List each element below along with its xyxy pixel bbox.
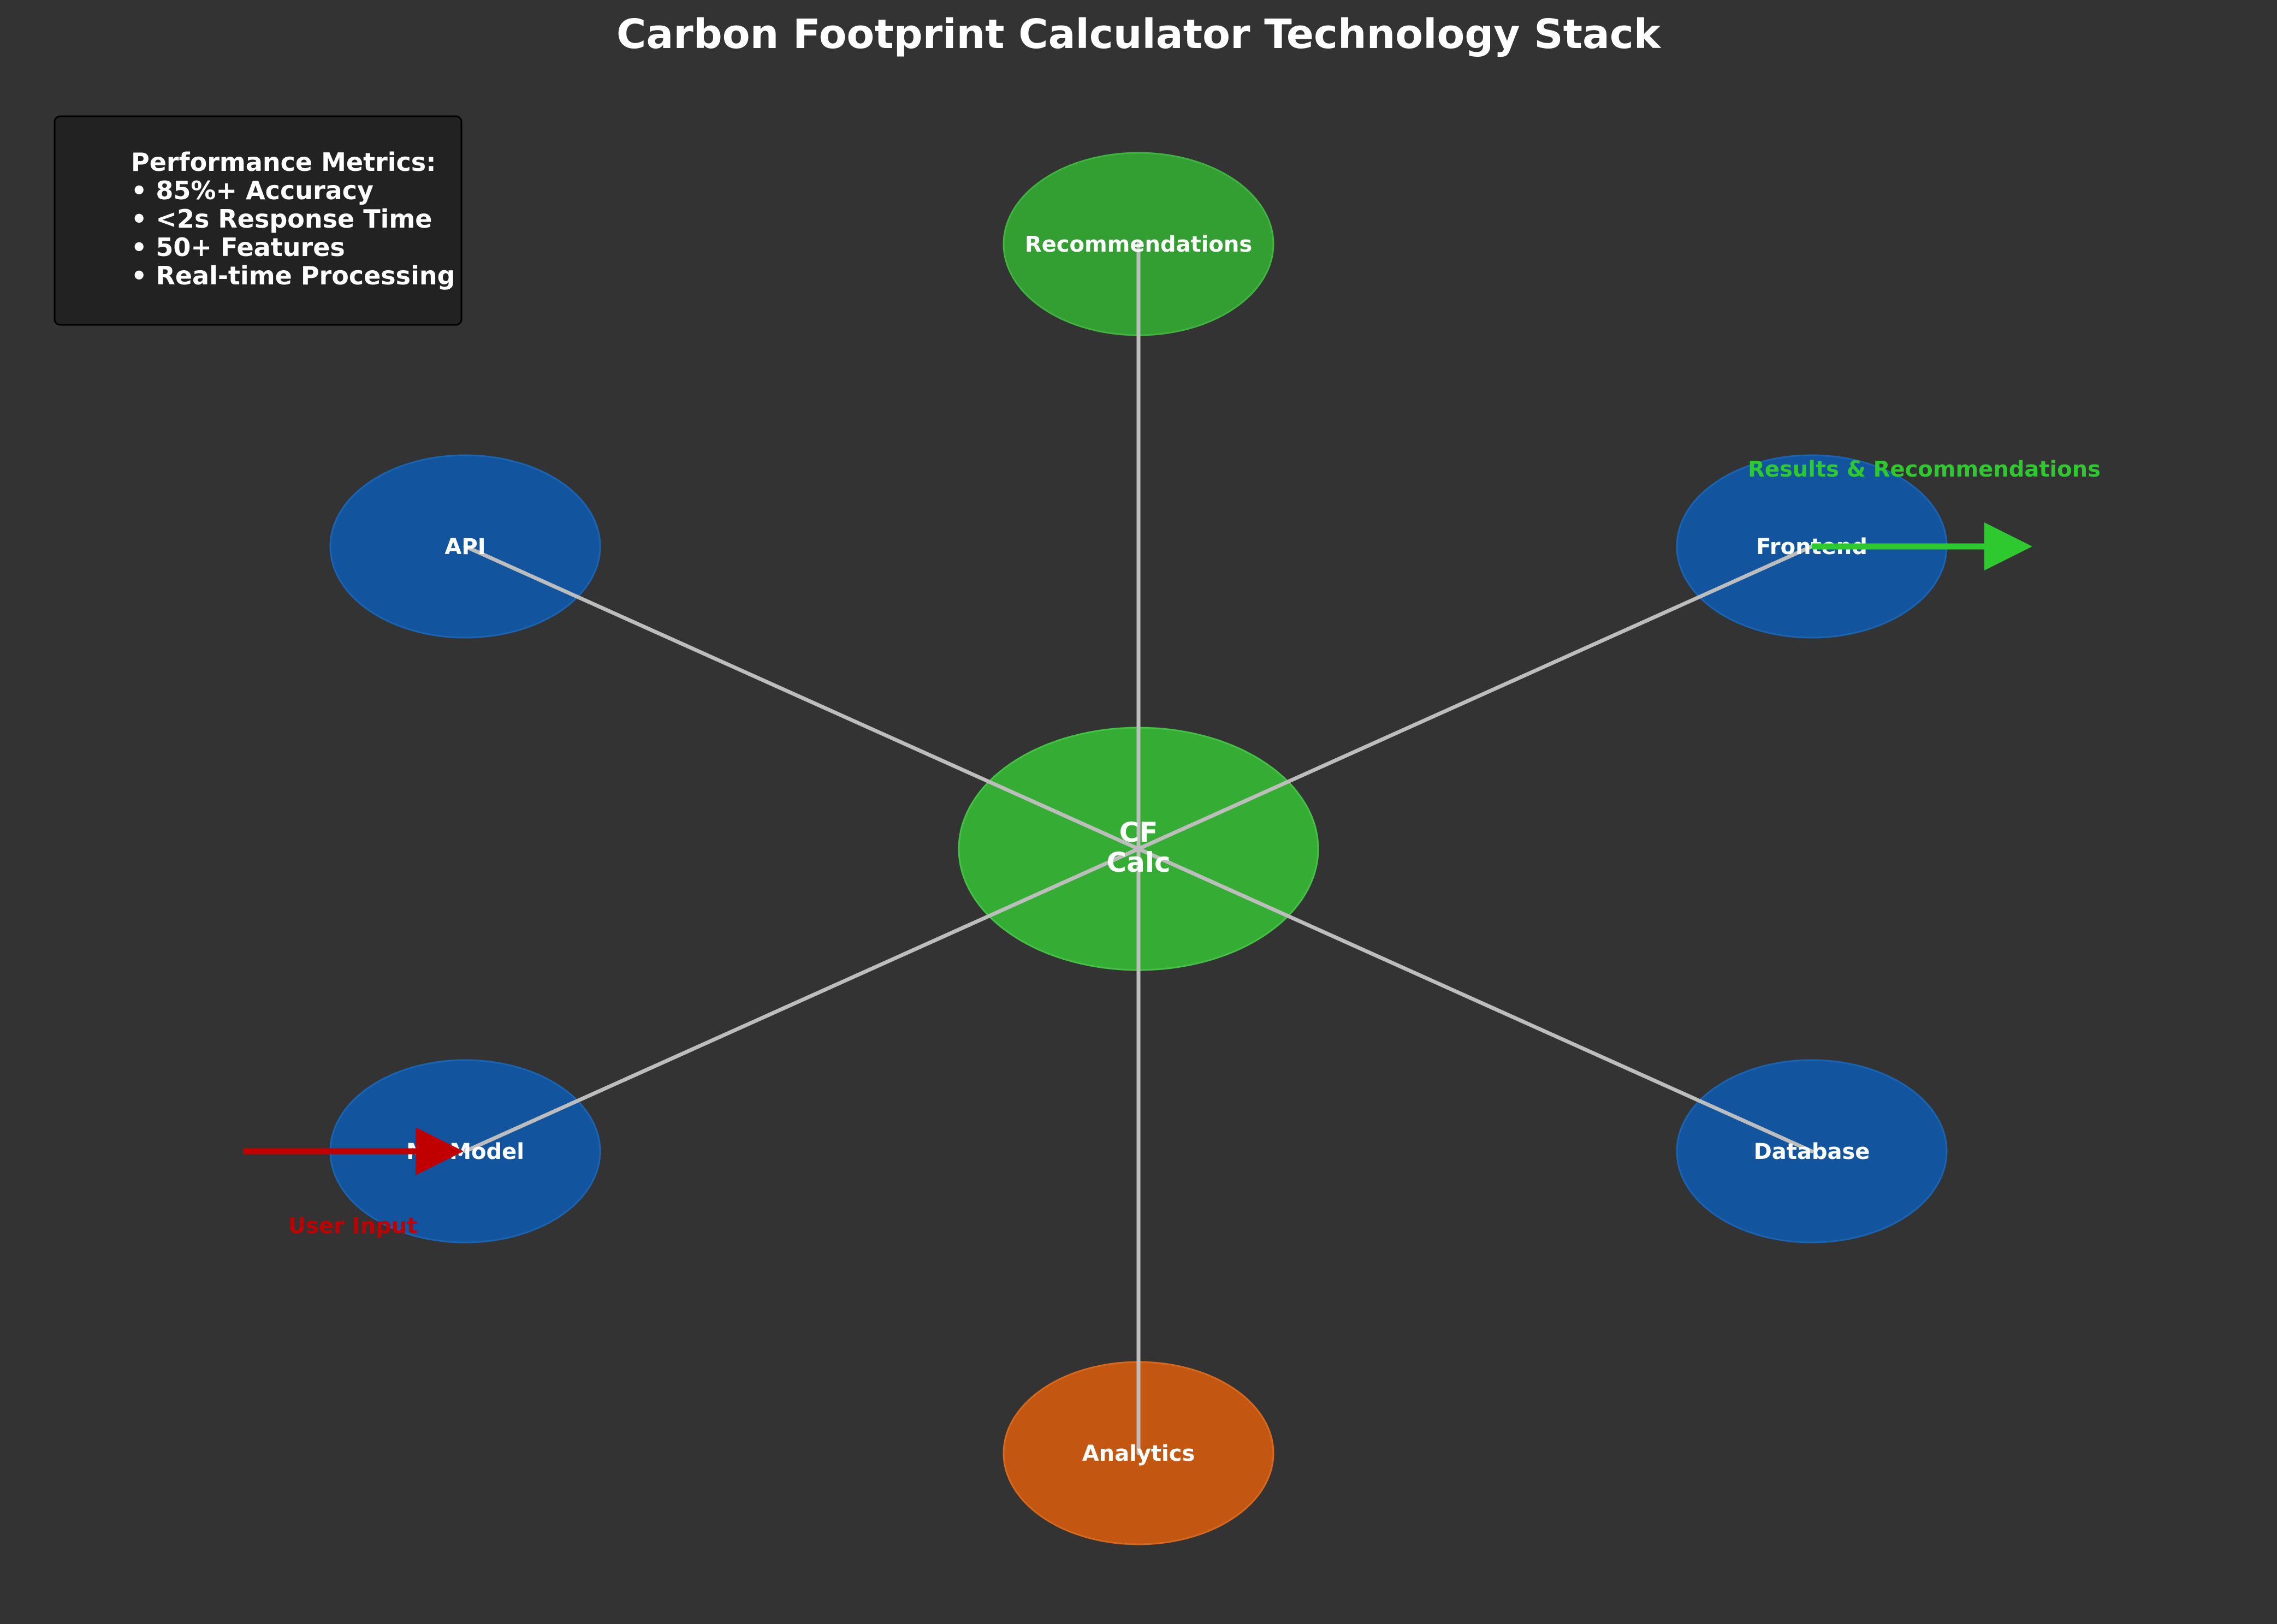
connector-database (1136, 847, 1814, 1153)
diagram-title: Carbon Footprint Calculator Technology S… (616, 11, 1662, 58)
performance-metrics-box: Performance Metrics: • 85%+ Accuracy • <… (54, 115, 462, 326)
input-flow-label: User Input (288, 1213, 418, 1239)
label-recommendations: Recommendations (1025, 232, 1252, 257)
label-api: API (444, 534, 485, 560)
label-analytics: Analytics (1082, 1441, 1195, 1466)
metrics-item-accuracy: • 85%+ Accuracy (131, 176, 373, 205)
metrics-heading: Performance Metrics: (131, 147, 436, 177)
metrics-item-features: • 50+ Features (131, 233, 345, 262)
metrics-item-response-time: • <2s Response Time (131, 204, 432, 234)
connector-frontend (1136, 544, 1814, 851)
output-flow-label: Results & Recommendations (1748, 457, 2101, 482)
metrics-item-realtime: • Real-time Processing (131, 261, 455, 290)
center-label-line2: Calc (1106, 847, 1170, 878)
connector-ml-model (463, 847, 1141, 1153)
connector-api (463, 544, 1141, 851)
center-label-line1: CF (1119, 817, 1158, 848)
label-database: Database (1754, 1139, 1870, 1164)
